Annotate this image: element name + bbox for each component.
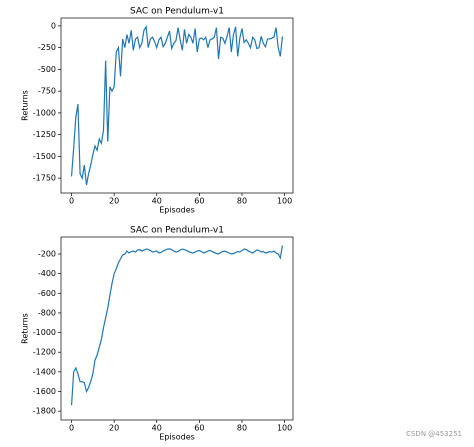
y-tick-label: -1000: [33, 328, 56, 337]
plot-frame: [60, 17, 294, 194]
y-tick-label: -800: [38, 308, 56, 317]
x-axis-label: Episodes: [159, 206, 195, 215]
y-axis-label: Returns: [21, 313, 30, 344]
x-tick-label: 0: [69, 424, 74, 433]
y-tick-label: -1000: [33, 108, 56, 117]
y-axis-label: Returns: [21, 90, 30, 121]
x-tick-label: 100: [277, 424, 292, 433]
x-tick-label: 60: [194, 197, 204, 206]
y-tick-label: -1750: [33, 174, 56, 183]
x-tick-label: 80: [237, 424, 247, 433]
plot-frame: [60, 236, 294, 421]
y-tick-label: -1600: [33, 387, 56, 396]
x-tick-label: 100: [277, 197, 292, 206]
y-tick-label: -400: [38, 269, 56, 278]
chart-title: SAC on Pendulum-v1: [130, 226, 224, 236]
x-tick-label: 60: [194, 424, 204, 433]
x-tick-label: 20: [109, 424, 119, 433]
y-tick-label: -500: [38, 65, 56, 74]
y-tick-label: -1200: [33, 348, 56, 357]
x-tick-label: 40: [152, 197, 162, 206]
y-tick-label: -750: [38, 87, 56, 96]
y-tick-label: -200: [38, 249, 56, 258]
y-tick-label: -1250: [33, 130, 56, 139]
x-tick-label: 80: [237, 197, 247, 206]
line: [70, 245, 284, 406]
y-tick-label: -1500: [33, 152, 56, 161]
x-tick-label: 0: [69, 197, 74, 206]
y-tick-label: -250: [38, 43, 56, 52]
y-tick-label: -1800: [33, 407, 56, 416]
x-axis-label: Episodes: [159, 433, 195, 442]
line: [70, 24, 284, 186]
x-tick-label: 20: [109, 197, 119, 206]
y-tick-label: -1400: [33, 367, 56, 376]
x-tick-label: 40: [152, 424, 162, 433]
y-tick-label: -600: [38, 289, 56, 298]
y-tick-label: 0: [51, 21, 56, 30]
watermark: CSDN @453251: [406, 430, 462, 438]
chart-title: SAC on Pendulum-v1: [130, 7, 224, 17]
